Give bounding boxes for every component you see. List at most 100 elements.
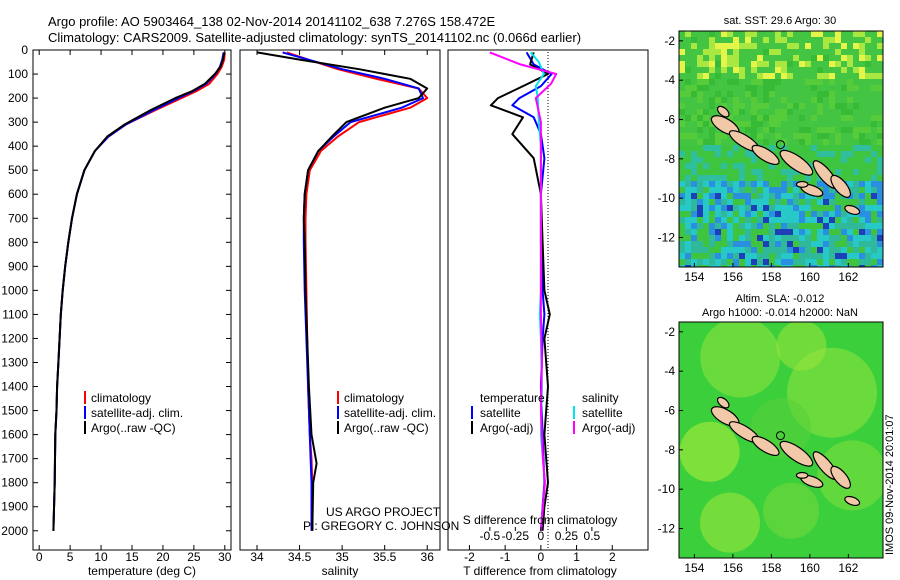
heatmap-cell bbox=[763, 193, 769, 199]
heatmap-cell bbox=[745, 181, 751, 187]
heatmap-cell bbox=[805, 217, 811, 223]
heatmap-cell bbox=[709, 175, 715, 181]
depth-tick-label: 1600 bbox=[1, 428, 28, 442]
heatmap-cell bbox=[805, 235, 811, 241]
heatmap-cell bbox=[817, 181, 823, 187]
heatmap-cell bbox=[727, 37, 733, 43]
heatmap-cell bbox=[733, 115, 739, 121]
heatmap-cell bbox=[805, 175, 811, 181]
lon-tick-label: 156 bbox=[723, 270, 743, 284]
imos-timestamp-label: IMOS 09-Nov-2014 20:01:07 bbox=[884, 414, 896, 555]
heatmap-cell bbox=[805, 121, 811, 127]
heatmap-cell bbox=[715, 187, 721, 193]
heatmap-cell bbox=[835, 259, 841, 265]
heatmap-cell bbox=[685, 43, 691, 49]
heatmap-cell bbox=[799, 217, 805, 223]
heatmap-cell bbox=[793, 187, 799, 193]
heatmap-cell bbox=[751, 103, 757, 109]
heatmap-cell bbox=[685, 229, 691, 235]
heatmap-cell bbox=[823, 43, 829, 49]
heatmap-cell bbox=[799, 109, 805, 115]
heatmap-cell bbox=[709, 229, 715, 235]
heatmap-cell bbox=[793, 127, 799, 133]
heatmap-cell bbox=[835, 235, 841, 241]
heatmap-cell bbox=[829, 121, 835, 127]
heatmap-cell bbox=[847, 127, 853, 133]
sst-land bbox=[710, 105, 861, 216]
heatmap-cell bbox=[871, 31, 877, 37]
heatmap-cell bbox=[769, 199, 775, 205]
heatmap-cell bbox=[703, 163, 709, 169]
heatmap-cell bbox=[745, 85, 751, 91]
heatmap-cell bbox=[751, 37, 757, 43]
heatmap-cell bbox=[733, 193, 739, 199]
heatmap-cell bbox=[769, 49, 775, 55]
heatmap-cell bbox=[787, 145, 793, 151]
heatmap-cell bbox=[859, 79, 865, 85]
heatmap-cell bbox=[871, 187, 877, 193]
heatmap-cell bbox=[769, 109, 775, 115]
heatmap-cell bbox=[691, 43, 697, 49]
heatmap-cell bbox=[679, 259, 685, 265]
heatmap-cell bbox=[829, 217, 835, 223]
x-tick-label: 30 bbox=[218, 550, 232, 564]
heatmap-cell bbox=[745, 121, 751, 127]
heatmap-cell bbox=[775, 229, 781, 235]
island-shape bbox=[779, 440, 814, 467]
heatmap-cell bbox=[745, 205, 751, 211]
heatmap-cell bbox=[739, 145, 745, 151]
heatmap-cell bbox=[817, 43, 823, 49]
heatmap-cell bbox=[721, 151, 727, 157]
heatmap-cell bbox=[739, 157, 745, 163]
heatmap-cell bbox=[757, 133, 763, 139]
heatmap-cell bbox=[697, 97, 703, 103]
heatmap-cell bbox=[829, 151, 835, 157]
heatmap-cell bbox=[781, 31, 787, 37]
heatmap-cell bbox=[853, 115, 859, 121]
heatmap-cell bbox=[817, 139, 823, 145]
heatmap-cell bbox=[775, 97, 781, 103]
heatmap-cell bbox=[841, 79, 847, 85]
heatmap-cell bbox=[811, 79, 817, 85]
heatmap-cell bbox=[715, 223, 721, 229]
heatmap-cell bbox=[775, 121, 781, 127]
island-shape bbox=[779, 149, 814, 176]
heatmap-cell bbox=[775, 205, 781, 211]
heatmap-cell bbox=[817, 235, 823, 241]
heatmap-cell bbox=[757, 97, 763, 103]
heatmap-cell bbox=[805, 91, 811, 97]
heatmap-cell bbox=[847, 151, 853, 157]
heatmap-cell bbox=[877, 121, 883, 127]
heatmap-cell bbox=[841, 229, 847, 235]
heatmap-cell bbox=[859, 241, 865, 247]
island-shape bbox=[795, 471, 809, 479]
heatmap-cell bbox=[859, 127, 865, 133]
heatmap-cell bbox=[679, 133, 685, 139]
heatmap-cell bbox=[721, 229, 727, 235]
heatmap-cell bbox=[877, 67, 883, 73]
heatmap-cell bbox=[799, 199, 805, 205]
heatmap-cell bbox=[751, 67, 757, 73]
heatmap-cell bbox=[751, 235, 757, 241]
heatmap-cell bbox=[757, 157, 763, 163]
heatmap-cell bbox=[721, 181, 727, 187]
heatmap-cell bbox=[703, 175, 709, 181]
heatmap-cell bbox=[829, 163, 835, 169]
heatmap-cell bbox=[691, 151, 697, 157]
heatmap-cell bbox=[853, 247, 859, 253]
heatmap-cell bbox=[775, 61, 781, 67]
heatmap-cell bbox=[709, 223, 715, 229]
heatmap-cell bbox=[745, 163, 751, 169]
heatmap-cell bbox=[703, 139, 709, 145]
heatmap-cell bbox=[787, 115, 793, 121]
heatmap-cell bbox=[811, 115, 817, 121]
heatmap-cell bbox=[841, 163, 847, 169]
depth-tick-label: 300 bbox=[8, 115, 28, 129]
heatmap-cell bbox=[685, 175, 691, 181]
heatmap-cell bbox=[829, 139, 835, 145]
heatmap-cell bbox=[757, 217, 763, 223]
heatmap-cell bbox=[769, 253, 775, 259]
heatmap-cell bbox=[829, 115, 835, 121]
heatmap-cell bbox=[691, 55, 697, 61]
heatmap-cell bbox=[679, 37, 685, 43]
